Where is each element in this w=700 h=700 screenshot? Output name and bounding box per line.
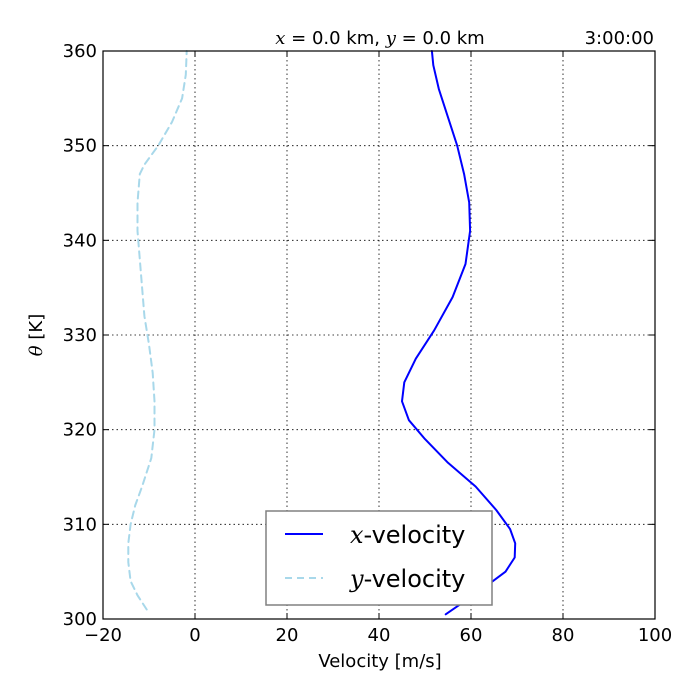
y-tick-label: 300 <box>63 609 97 630</box>
x-axis-label: Velocity [m/s] <box>318 651 441 672</box>
series-layer <box>127 50 517 616</box>
y-tick-label: 360 <box>63 41 97 62</box>
legend: x-velocity y-velocity <box>265 510 493 606</box>
y-tick-label: 330 <box>63 325 97 346</box>
chart-title-location: x = 0.0 km, y = 0.0 km <box>275 28 484 49</box>
legend-label-y-velocity: y-velocity <box>349 565 465 593</box>
x-tick-label: 100 <box>638 625 672 646</box>
x-tick-label: 40 <box>368 625 391 646</box>
x-tick-label: −20 <box>84 625 122 646</box>
y-tick-label: 340 <box>63 230 97 251</box>
y-tick-label: 350 <box>63 136 97 157</box>
y-axis-label: θ [K] <box>26 314 47 356</box>
legend-box <box>265 510 493 606</box>
series-line-y-velocity <box>127 50 188 611</box>
chart-title-time: 3:00:00 <box>585 28 654 49</box>
x-tick-label: 0 <box>189 625 200 646</box>
x-tick-label: 20 <box>276 625 299 646</box>
x-tick-label: 60 <box>460 625 483 646</box>
y-tick-label: 320 <box>63 420 97 441</box>
y-tick-label: 310 <box>63 514 97 535</box>
x-tick-label: 80 <box>552 625 575 646</box>
ticks: −20 0 20 40 60 80 100 300 310 320 330 340 350 360 <box>63 41 673 646</box>
legend-label-x-velocity: x-velocity <box>350 521 465 549</box>
series-line-x-velocity <box>401 50 517 616</box>
